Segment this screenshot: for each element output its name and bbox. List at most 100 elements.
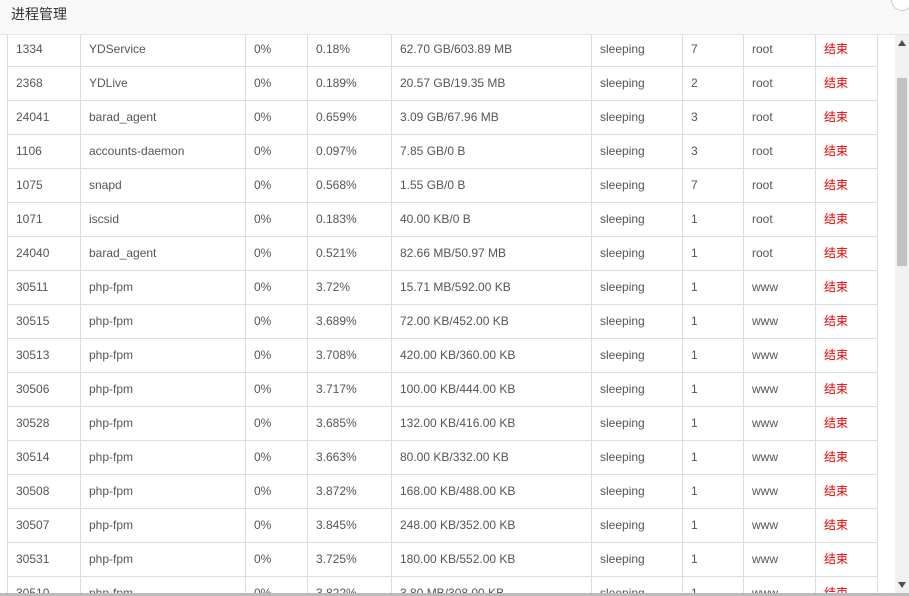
table-cell: 80.00 KB/332.00 KB [391, 441, 591, 475]
table-cell: php-fpm [80, 373, 245, 407]
scroll-thumb[interactable] [897, 78, 907, 266]
kill-action[interactable]: 结束 [824, 382, 849, 396]
table-cell: 3.717% [307, 373, 391, 407]
kill-action[interactable]: 结束 [824, 178, 849, 192]
table-cell: 0% [245, 169, 307, 203]
kill-action[interactable]: 结束 [824, 348, 849, 362]
table-cell: 0% [245, 35, 307, 67]
table-cell: barad_agent [80, 237, 245, 271]
status: sleeping [600, 518, 645, 532]
memory-percent: 0.659% [316, 110, 357, 124]
process-name: php-fpm [89, 586, 134, 594]
kill-action[interactable]: 结束 [824, 42, 849, 56]
table-cell: 0% [245, 237, 307, 271]
table-row: 30511 php-fpm 0% 3.72% 15.71 MB/592.00 KB sle… [7, 271, 878, 305]
table-cell: sleeping [591, 441, 682, 475]
table-row: 1075 snapd 0% 0.568% 1.55 GB/0 B sleeping 7 roo… [7, 169, 878, 203]
table-cell: 0% [245, 441, 307, 475]
table-cell: 40.00 KB/0 B [391, 203, 591, 237]
table-cell: 2 [682, 67, 743, 101]
table-cell: www [743, 339, 815, 373]
table-cell: 30531 [7, 543, 80, 577]
table-cell: root [743, 169, 815, 203]
threads: 1 [691, 348, 698, 362]
status: sleeping [600, 144, 645, 158]
kill-action[interactable]: 结束 [824, 416, 849, 430]
kill-action[interactable]: 结束 [824, 280, 849, 294]
table-cell: www [743, 543, 815, 577]
status: sleeping [600, 314, 645, 328]
kill-action[interactable]: 结束 [824, 450, 849, 464]
process-name: accounts-daemon [89, 144, 185, 158]
table-cell: 3.09 GB/67.96 MB [391, 101, 591, 135]
threads: 1 [691, 552, 698, 566]
memory-percent: 3.845% [316, 518, 357, 532]
kill-action[interactable]: 结束 [824, 144, 849, 158]
cpu: 0% [254, 212, 272, 226]
table-cell: YDLive [80, 67, 245, 101]
table-row: 1071 iscsid 0% 0.183% 40.00 KB/0 B sleeping 1 r… [7, 203, 878, 237]
status: sleeping [600, 348, 645, 362]
table-cell: php-fpm [80, 339, 245, 373]
io: 248.00 KB/352.00 KB [400, 518, 516, 532]
table-cell: 0.568% [307, 169, 391, 203]
threads: 1 [691, 280, 698, 294]
kill-action[interactable]: 结束 [824, 246, 849, 260]
user: www [752, 484, 778, 498]
table-cell: 7 [682, 35, 743, 67]
threads: 1 [691, 246, 698, 260]
kill-action[interactable]: 结束 [824, 76, 849, 90]
close-button[interactable] [891, 0, 909, 11]
cpu: 0% [254, 144, 272, 158]
table-cell: 7 [682, 169, 743, 203]
user: root [752, 212, 773, 226]
kill-action[interactable]: 结束 [824, 110, 849, 124]
io: 420.00 KB/360.00 KB [400, 348, 516, 362]
threads: 1 [691, 212, 698, 226]
io: 15.71 MB/592.00 KB [400, 280, 511, 294]
threads: 7 [691, 42, 698, 56]
table-row: 24041 barad_agent 0% 0.659% 3.09 GB/67.96 MB… [7, 101, 878, 135]
table-cell: 3.822% [307, 577, 391, 594]
table-cell: 0.189% [307, 67, 391, 101]
memory-percent: 3.685% [316, 416, 357, 430]
kill-action[interactable]: 结束 [824, 552, 849, 566]
table-cell: 3.685% [307, 407, 391, 441]
kill-action[interactable]: 结束 [824, 484, 849, 498]
io: 100.00 KB/444.00 KB [400, 382, 516, 396]
process-name: php-fpm [89, 484, 134, 498]
table-row: 2368 YDLive 0% 0.189% 20.57 GB/19.35 MB sleep… [7, 67, 878, 101]
scrollbar[interactable] [895, 35, 909, 594]
table-cell: YDService [80, 35, 245, 67]
pid: 30506 [16, 382, 50, 396]
table-cell: php-fpm [80, 305, 245, 339]
table-cell: php-fpm [80, 543, 245, 577]
io: 62.70 GB/603.89 MB [400, 42, 513, 56]
table-cell: sleeping [591, 35, 682, 67]
table-cell: 0% [245, 67, 307, 101]
table-row: 24040 barad_agent 0% 0.521% 82.66 MB/50.97 M… [7, 237, 878, 271]
table-cell: 0% [245, 135, 307, 169]
kill-action[interactable]: 结束 [824, 212, 849, 226]
table-cell: sleeping [591, 135, 682, 169]
table-cell: php-fpm [80, 407, 245, 441]
table-cell: 3.72% [307, 271, 391, 305]
table-cell: 3.708% [307, 339, 391, 373]
kill-action[interactable]: 结束 [824, 314, 849, 328]
table-cell: root [743, 203, 815, 237]
table-cell: 1 [682, 543, 743, 577]
table-row: 30510 php-fpm 0% 3.822% 3.80 MB/308.00 KB sle… [7, 577, 878, 594]
table-cell: sleeping [591, 101, 682, 135]
kill-action[interactable]: 结束 [824, 586, 849, 594]
user: root [752, 178, 773, 192]
table-cell: 30513 [7, 339, 80, 373]
io: 72.00 KB/452.00 KB [400, 314, 509, 328]
io: 80.00 KB/332.00 KB [400, 450, 509, 464]
user: root [752, 110, 773, 124]
table-cell: 82.66 MB/50.97 MB [391, 237, 591, 271]
pid: 1106 [16, 144, 42, 158]
table-cell: sleeping [591, 203, 682, 237]
process-name: php-fpm [89, 450, 134, 464]
kill-action[interactable]: 结束 [824, 518, 849, 532]
